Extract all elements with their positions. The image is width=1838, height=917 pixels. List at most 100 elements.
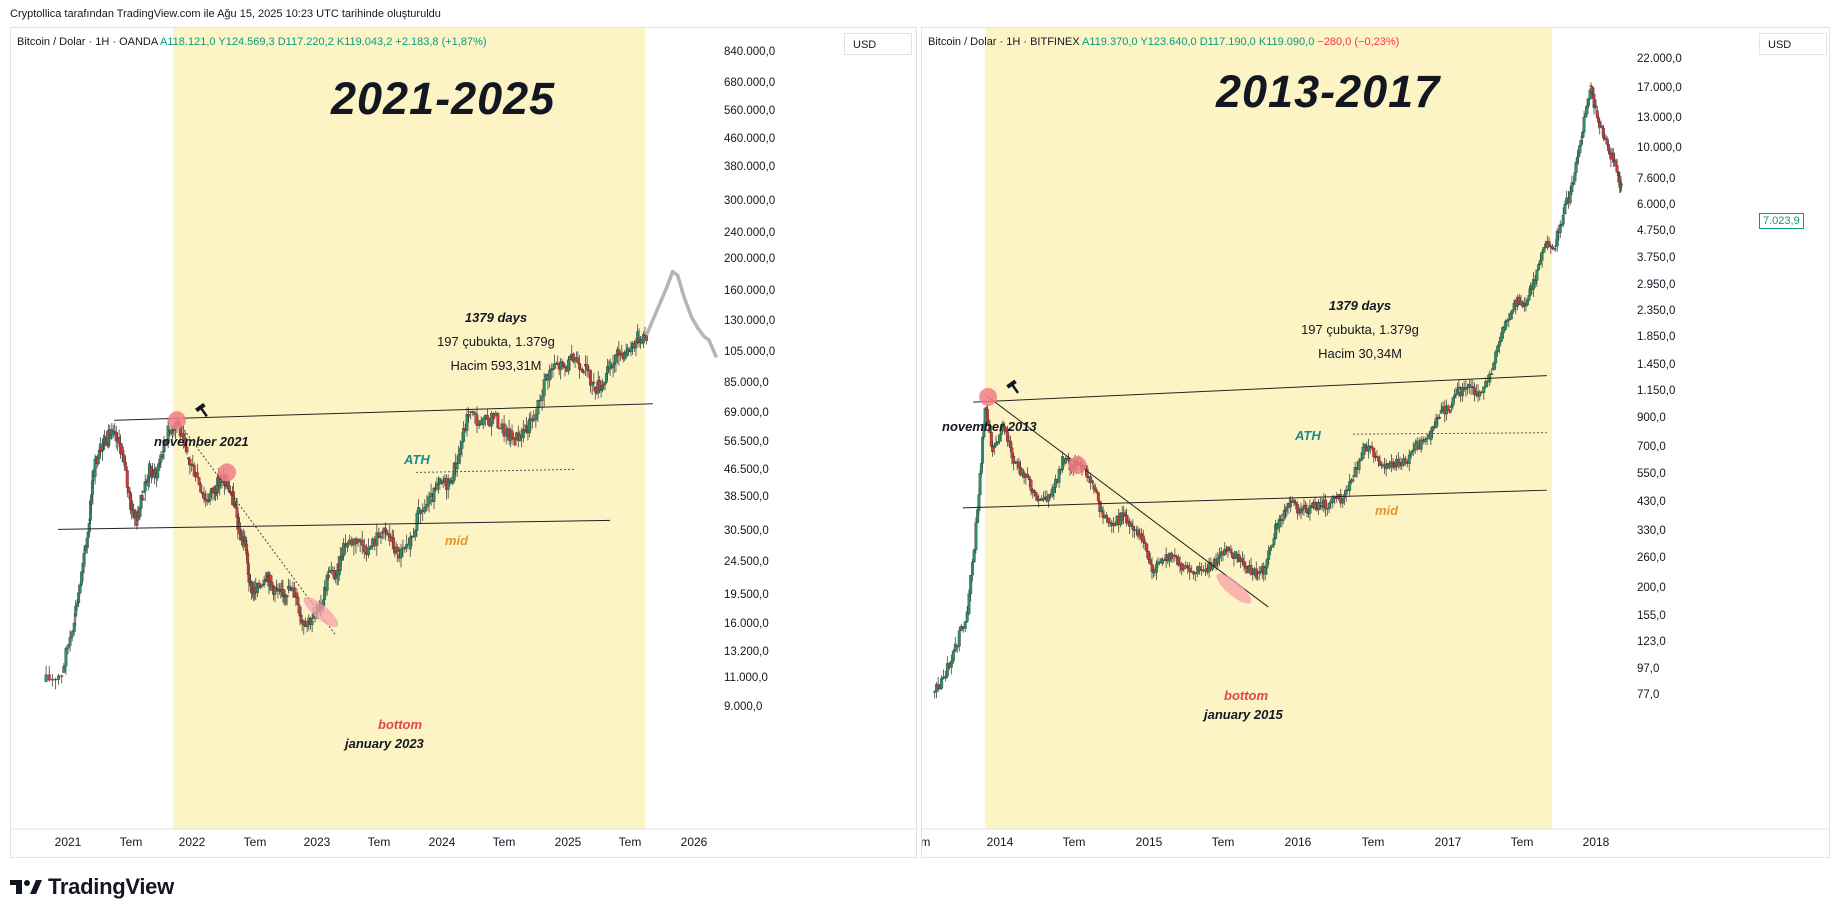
candle-body	[68, 636, 72, 646]
candle-body	[270, 582, 274, 587]
candle-body	[448, 478, 452, 483]
candle	[481, 416, 485, 430]
candle	[1173, 548, 1177, 562]
candle-body	[1582, 117, 1586, 133]
x-tick-label: Tem	[1211, 835, 1235, 849]
chart-canvas[interactable]	[11, 28, 916, 857]
candle-body	[405, 543, 409, 549]
candle-body	[310, 620, 314, 625]
candle	[1313, 496, 1317, 511]
candle-body	[992, 444, 996, 448]
candle-body	[1563, 203, 1567, 215]
measure-stats: 1379 days 197 çubukta, 1.379g Hacim 593,…	[416, 306, 576, 378]
candle-body	[1467, 383, 1471, 388]
top-label: november 2013	[942, 419, 1037, 434]
candle	[1106, 517, 1110, 528]
candle	[589, 369, 592, 393]
candle-body	[1267, 550, 1271, 560]
candle-body	[1008, 440, 1012, 448]
candle	[1415, 437, 1419, 452]
candle	[1054, 474, 1058, 494]
candle-body	[1554, 245, 1558, 247]
y-tick-label: 1.150,0	[1637, 384, 1676, 397]
candle	[1533, 275, 1537, 289]
ohlc-change: −280,0 (−0,23%)	[1317, 36, 1400, 48]
candle-body	[972, 549, 976, 563]
candle-body	[1542, 247, 1546, 253]
candle-body	[963, 621, 967, 629]
y-tick-label: 22.000,0	[1637, 53, 1682, 65]
candle-body	[72, 622, 76, 632]
candle-body	[1492, 363, 1496, 370]
candle-body	[1090, 480, 1094, 484]
candle-body	[1451, 397, 1455, 406]
candle	[1570, 175, 1574, 196]
candle	[1105, 512, 1108, 524]
candle	[462, 421, 466, 443]
candle-body	[1561, 214, 1565, 225]
y-tick-label: 77,0	[1637, 689, 1660, 701]
currency-selector[interactable]: USD	[1759, 33, 1827, 55]
candle	[1089, 472, 1093, 490]
candle	[1136, 526, 1140, 540]
candle	[521, 419, 525, 443]
candle	[44, 665, 48, 683]
currency-selector[interactable]: USD	[844, 33, 912, 55]
candle	[1429, 427, 1433, 445]
x-tick-label: 2025	[554, 835, 582, 849]
candle-body	[945, 663, 949, 677]
candle-body	[1391, 461, 1395, 464]
chart-canvas[interactable]	[922, 28, 1829, 857]
candle	[192, 462, 196, 477]
top-label: november 2021	[154, 434, 249, 449]
chart-panel-2021-2025[interactable]: Bitcoin / Dolar · 1H · OANDA A118.121,0 …	[10, 27, 917, 858]
candle-body	[429, 493, 433, 497]
candle-body	[1131, 525, 1135, 531]
candle-body	[1270, 544, 1274, 548]
candle-body	[117, 437, 121, 444]
trend-line	[987, 396, 1269, 608]
candle-body	[936, 684, 940, 689]
candle	[1012, 452, 1016, 471]
candle	[1503, 319, 1507, 331]
candle-body	[1348, 481, 1352, 491]
candle	[1143, 538, 1147, 551]
candle	[78, 582, 82, 595]
chart-panel-2013-2017[interactable]: Bitcoin / Dolar · 1H · BITFINEX A119.370…	[921, 27, 1830, 858]
candle	[1003, 422, 1006, 435]
candle	[185, 437, 189, 456]
candle-body	[1423, 438, 1427, 442]
y-tick-label: 7.600,0	[1637, 172, 1676, 185]
candle-body	[1313, 501, 1317, 509]
candle	[87, 517, 91, 537]
candle	[455, 455, 459, 477]
candle-body	[1509, 313, 1513, 320]
candle	[1032, 488, 1036, 497]
candle-body	[208, 493, 212, 501]
candle	[403, 545, 407, 553]
candle	[1467, 379, 1471, 394]
candle	[1502, 325, 1506, 339]
logo-text: TradingView	[48, 874, 174, 899]
candle-body	[1141, 535, 1145, 543]
candle	[1267, 545, 1271, 566]
candle-body	[367, 546, 370, 556]
candle-body	[991, 446, 994, 452]
candle	[1042, 491, 1045, 502]
candle-body	[1502, 326, 1506, 333]
tradingview-logo[interactable]: TradingView	[10, 873, 174, 901]
candle	[1460, 382, 1464, 402]
candle-body	[413, 530, 417, 537]
candle-body	[1374, 456, 1377, 458]
candle-body	[47, 674, 51, 681]
y-tick-label: 123,0	[1637, 636, 1666, 649]
candle-body	[120, 446, 124, 455]
candle	[1500, 326, 1504, 343]
candle	[1223, 542, 1227, 556]
candle-body	[1251, 573, 1255, 575]
candle-body	[1249, 565, 1253, 575]
candle	[943, 670, 947, 682]
candle-body	[1143, 541, 1147, 544]
y-tick-label: 680.000,0	[724, 76, 776, 89]
candle-body	[1244, 566, 1248, 569]
